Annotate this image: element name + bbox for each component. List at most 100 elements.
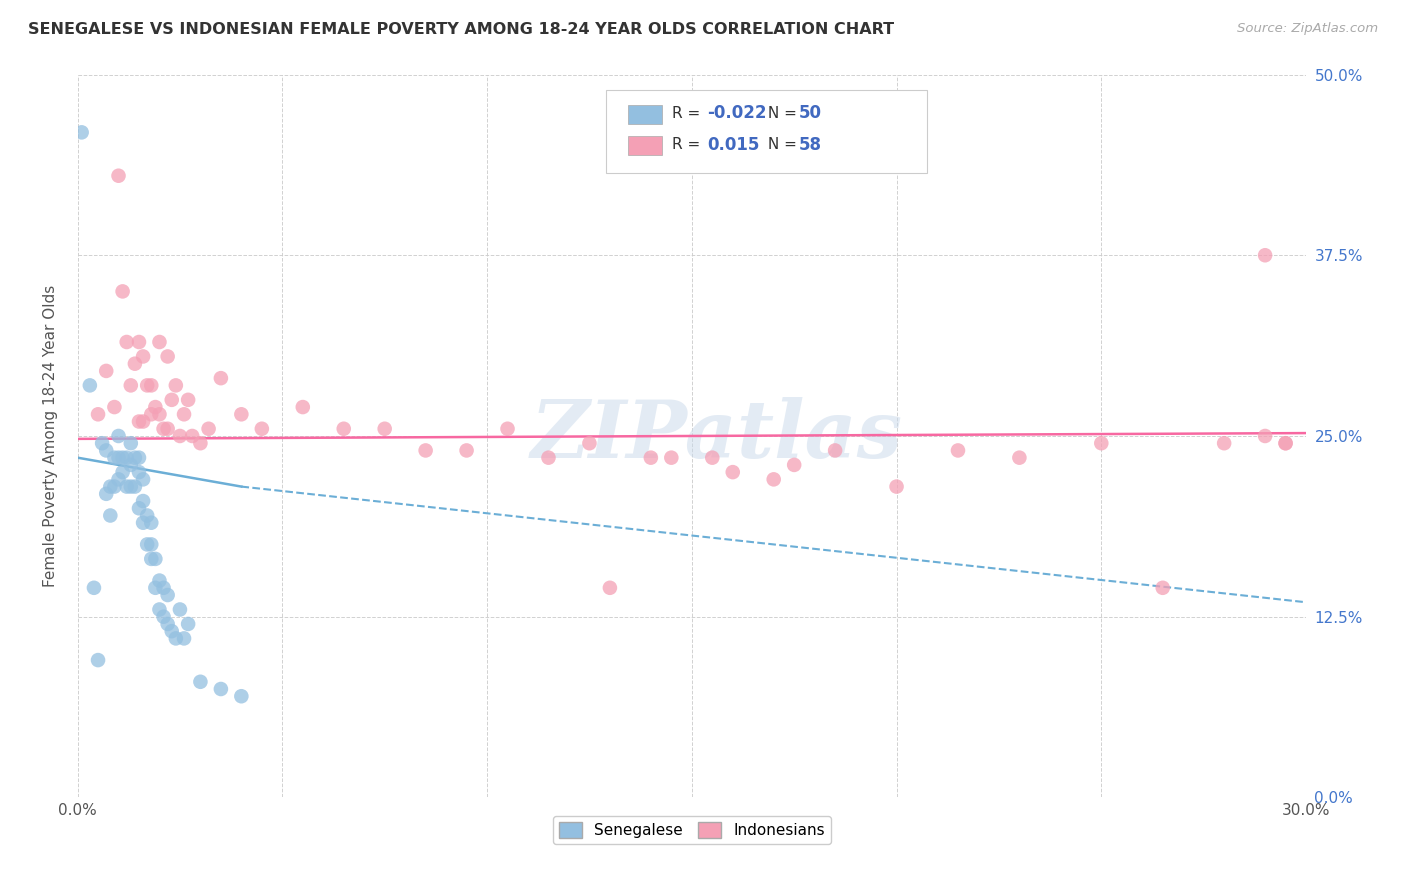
Point [98, 480, 121, 494]
Point [111, 465, 134, 479]
Point [456, 443, 478, 458]
Point [640, 450, 662, 465]
Y-axis label: Female Poverty Among 18-24 Year Olds: Female Poverty Among 18-24 Year Olds [44, 285, 58, 587]
Point [160, 392, 183, 407]
Point [886, 480, 908, 494]
Point [702, 450, 724, 465]
Point [1274, 436, 1296, 450]
Point [659, 450, 682, 465]
Point [209, 681, 232, 696]
Point [103, 450, 125, 465]
Point [946, 443, 969, 458]
Point [132, 472, 155, 486]
Point [79, 378, 101, 392]
Point [177, 392, 200, 407]
Point [250, 422, 273, 436]
Point [115, 334, 138, 349]
Point [148, 334, 170, 349]
Point [190, 674, 212, 689]
Point [156, 588, 179, 602]
Point [209, 371, 232, 385]
Text: N =: N = [763, 106, 803, 120]
Point [91, 436, 114, 450]
Point [132, 415, 155, 429]
Point [120, 458, 142, 472]
Point [152, 581, 174, 595]
Point [721, 465, 744, 479]
Point [107, 429, 129, 443]
Point [415, 443, 437, 458]
Point [141, 516, 163, 530]
Point [70, 125, 93, 139]
Point [107, 169, 129, 183]
Point [783, 458, 806, 472]
Point [762, 472, 785, 486]
Point [1090, 436, 1112, 450]
Point [824, 443, 846, 458]
Point [141, 407, 163, 421]
Point [160, 624, 183, 639]
Point [103, 400, 125, 414]
Point [173, 632, 195, 646]
Point [111, 285, 134, 299]
Point [96, 443, 118, 458]
Point [537, 450, 560, 465]
Point [599, 581, 621, 595]
Text: 58: 58 [799, 136, 821, 153]
Text: 50: 50 [799, 104, 821, 122]
Point [128, 450, 150, 465]
Point [148, 574, 170, 588]
Text: N =: N = [763, 137, 803, 152]
Point [169, 602, 191, 616]
Point [148, 407, 170, 421]
Point [124, 480, 146, 494]
Point [115, 480, 138, 494]
Point [141, 378, 163, 392]
Point [120, 436, 142, 450]
Point [231, 407, 253, 421]
Point [181, 429, 204, 443]
Point [96, 364, 118, 378]
Point [145, 581, 167, 595]
Point [120, 480, 142, 494]
Point [120, 378, 142, 392]
Point [103, 480, 125, 494]
Point [190, 436, 212, 450]
Point [145, 400, 167, 414]
Point [165, 632, 187, 646]
Point [231, 690, 253, 704]
Point [128, 334, 150, 349]
Point [1254, 248, 1277, 262]
Point [132, 494, 155, 508]
Point [87, 653, 110, 667]
Point [374, 422, 396, 436]
Point [115, 450, 138, 465]
Point [1274, 436, 1296, 450]
Point [107, 450, 129, 465]
Point [156, 350, 179, 364]
Point [1213, 436, 1236, 450]
Point [128, 501, 150, 516]
Point [165, 378, 187, 392]
Point [148, 602, 170, 616]
Text: R =: R = [672, 106, 706, 120]
Point [136, 378, 159, 392]
Point [98, 508, 121, 523]
Point [156, 616, 179, 631]
Point [173, 407, 195, 421]
Point [496, 422, 519, 436]
Text: 0.015: 0.015 [707, 136, 759, 153]
Point [197, 422, 219, 436]
Point [128, 415, 150, 429]
Point [96, 487, 118, 501]
Point [1152, 581, 1174, 595]
Text: -0.022: -0.022 [707, 104, 766, 122]
Point [132, 350, 155, 364]
Point [124, 357, 146, 371]
Point [152, 422, 174, 436]
Point [107, 472, 129, 486]
Point [332, 422, 354, 436]
Text: Source: ZipAtlas.com: Source: ZipAtlas.com [1237, 22, 1378, 36]
Point [145, 552, 167, 566]
Point [578, 436, 600, 450]
